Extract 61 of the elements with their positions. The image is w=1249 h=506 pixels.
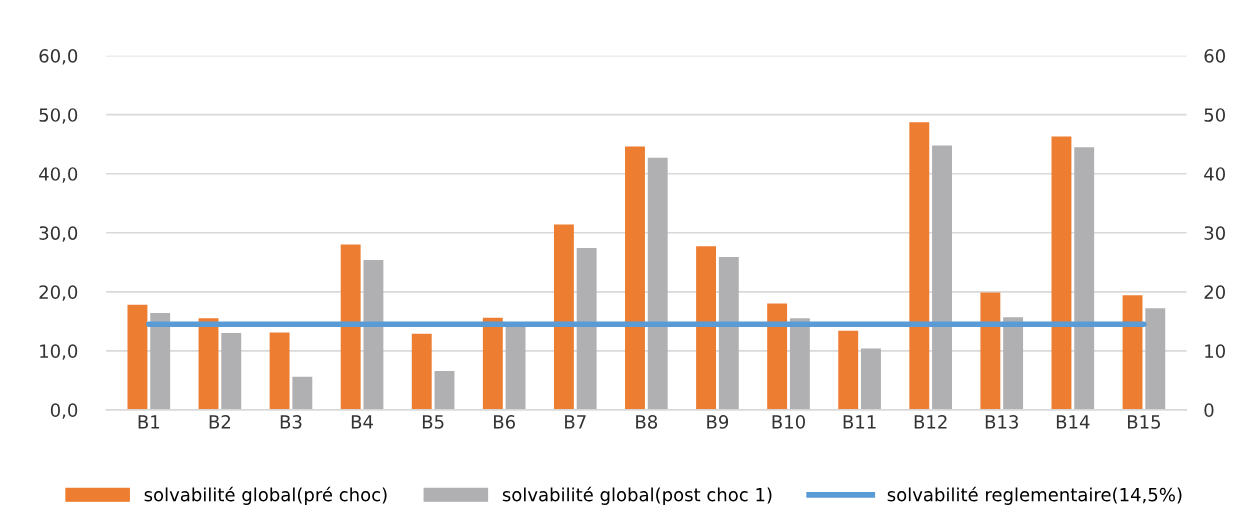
y-tick-label: 0,0 — [50, 403, 78, 419]
bar — [1003, 317, 1024, 410]
y2-tick-label: 60 — [1204, 49, 1225, 63]
y-tick-label: 60,0 — [39, 49, 78, 65]
x-tick-label: B3 — [280, 415, 302, 429]
bar — [340, 244, 361, 410]
y-tick-label: 40,0 — [39, 167, 78, 183]
x-tick-label: B1 — [138, 415, 160, 429]
y-tick-label: 20,0 — [39, 285, 78, 301]
bar — [625, 146, 645, 410]
bar — [861, 348, 881, 410]
y2-tick-label: 40 — [1204, 167, 1225, 181]
bar — [789, 318, 810, 410]
y2-tick-label: 30 — [1204, 226, 1225, 240]
x-tick-label: B4 — [351, 415, 373, 429]
bar — [1074, 147, 1095, 410]
legend-label: solvabilité global(pré choc) — [144, 486, 387, 505]
bar — [411, 333, 432, 410]
y-tick-label: 50,0 — [39, 108, 78, 124]
y-tick-label: 30,0 — [39, 226, 78, 242]
x-tick-label: B8 — [636, 415, 658, 429]
bar — [292, 376, 313, 410]
bar — [932, 145, 952, 410]
legend-label: solvabilité reglementaire(14,5%) — [887, 486, 1182, 505]
y2-tick-label: 50 — [1204, 108, 1225, 122]
x-tick-label: B2 — [209, 415, 231, 429]
x-tick-label: B11 — [843, 415, 876, 429]
y2-tick-label: 20 — [1204, 285, 1225, 299]
bar — [553, 224, 574, 410]
bar — [505, 326, 526, 410]
bar — [576, 248, 597, 410]
y2-tick-label: 0 — [1204, 403, 1214, 417]
bar — [718, 256, 739, 410]
bar — [127, 304, 148, 410]
bar — [696, 246, 717, 410]
bar — [767, 303, 788, 410]
y2-tick-label: 10 — [1205, 344, 1225, 358]
bar — [221, 333, 242, 410]
bar — [1122, 295, 1143, 410]
bar — [980, 292, 1001, 410]
bar — [269, 332, 290, 410]
x-tick-label: B5 — [422, 415, 444, 429]
bar — [1145, 308, 1166, 410]
bar — [1051, 136, 1072, 410]
x-tick-label: B7 — [565, 415, 586, 429]
x-tick-label: B14 — [1056, 415, 1090, 429]
x-tick-label: B15 — [1127, 415, 1161, 429]
bar — [434, 370, 455, 410]
bar — [909, 122, 930, 410]
y-tick-label: 10,0 — [40, 344, 78, 360]
bar — [150, 313, 171, 410]
x-tick-label: B10 — [772, 415, 805, 429]
x-tick-label: B6 — [494, 415, 515, 429]
bar — [838, 330, 859, 410]
bar — [647, 157, 668, 410]
x-tick-label: B12 — [914, 415, 947, 429]
x-tick-label: B13 — [985, 415, 1018, 429]
bar — [482, 317, 503, 410]
bar — [363, 259, 384, 410]
x-tick-label: B9 — [707, 415, 729, 429]
legend-label: solvabilité global(post choc 1) — [502, 486, 772, 505]
